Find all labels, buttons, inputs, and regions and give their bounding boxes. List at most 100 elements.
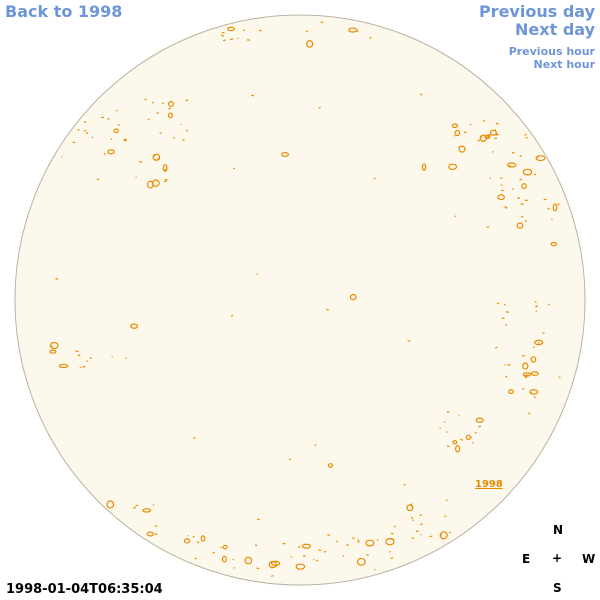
contour (385, 537, 395, 546)
contour (406, 504, 414, 512)
contour (167, 112, 174, 119)
contour (535, 155, 546, 162)
contour (478, 425, 482, 428)
contour (82, 365, 86, 368)
next-hour-link[interactable]: Next hour (533, 58, 596, 71)
contour (529, 389, 539, 395)
contour (524, 133, 527, 136)
contour (183, 538, 191, 544)
previous-hour-link[interactable]: Previous hour (508, 45, 595, 58)
contour (471, 441, 474, 444)
contour (342, 555, 345, 558)
contour (349, 293, 357, 301)
contour (301, 543, 312, 549)
contour (192, 535, 195, 538)
contour (475, 417, 484, 423)
previous-day-link[interactable]: Previous day (478, 2, 595, 21)
contour (420, 523, 423, 526)
contour (537, 342, 540, 344)
contour (520, 215, 524, 218)
contour (357, 541, 360, 543)
contour (227, 26, 235, 32)
contour (256, 273, 259, 276)
contour (454, 215, 457, 218)
next-day-link[interactable]: Next day (515, 20, 595, 39)
contour (373, 568, 376, 571)
contour (107, 149, 115, 155)
contour (185, 99, 189, 102)
year-label[interactable]: 1998 (475, 479, 503, 490)
contour (551, 218, 553, 221)
contour (313, 558, 315, 561)
contour (365, 539, 375, 547)
contour (421, 163, 427, 171)
timestamp: 1998-01-04T06:35:04 (6, 582, 163, 597)
contour (106, 500, 115, 509)
contour (458, 145, 466, 153)
contour (524, 376, 528, 379)
contour (511, 188, 514, 191)
contour (280, 151, 289, 158)
contour (443, 421, 446, 424)
contour (494, 346, 498, 349)
contour (83, 129, 87, 132)
contour (173, 136, 176, 139)
contour (525, 374, 529, 377)
contour (486, 135, 490, 138)
contour (420, 533, 422, 536)
contour (407, 339, 411, 342)
contour (454, 445, 461, 453)
contour (452, 440, 458, 445)
contour (451, 123, 458, 129)
contour (495, 122, 499, 125)
contour (516, 222, 524, 229)
contour (522, 168, 533, 176)
compass-center: + (552, 551, 563, 565)
contour (221, 31, 225, 34)
contour (346, 544, 350, 547)
contour (242, 29, 245, 32)
contour (58, 363, 69, 369)
contour (533, 173, 537, 176)
contour (123, 138, 127, 141)
contour (295, 563, 306, 570)
contour (314, 444, 317, 447)
contour (506, 162, 517, 168)
contour (348, 27, 358, 33)
contour (152, 153, 161, 161)
active-regions (49, 21, 561, 577)
contour (162, 163, 168, 172)
contour (356, 30, 359, 33)
contour (508, 389, 514, 394)
contour (484, 134, 491, 139)
contour (130, 323, 139, 329)
compass-east: E (522, 552, 531, 566)
contour (89, 357, 93, 360)
contour (522, 372, 532, 377)
contour (448, 163, 458, 170)
contour (164, 168, 167, 171)
contour (257, 518, 260, 521)
contour (185, 129, 189, 132)
contour (511, 151, 515, 154)
contour (222, 39, 226, 42)
contour (454, 129, 461, 137)
contour (500, 184, 503, 186)
contour (444, 515, 447, 518)
contour (534, 301, 537, 303)
contour (521, 354, 525, 357)
contour (146, 180, 154, 189)
contour (527, 412, 531, 415)
contour (557, 203, 560, 206)
contour (49, 349, 57, 354)
contour (221, 555, 227, 563)
back-link[interactable]: Back to 1998 (5, 2, 123, 21)
contour (489, 177, 492, 179)
contour (151, 179, 160, 187)
contour (132, 506, 137, 509)
contour (254, 544, 258, 547)
contour (167, 101, 174, 107)
contour (306, 39, 314, 48)
contour (522, 362, 529, 370)
contour (497, 194, 505, 201)
